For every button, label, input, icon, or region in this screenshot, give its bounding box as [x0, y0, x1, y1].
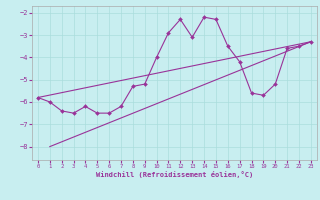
X-axis label: Windchill (Refroidissement éolien,°C): Windchill (Refroidissement éolien,°C): [96, 171, 253, 178]
